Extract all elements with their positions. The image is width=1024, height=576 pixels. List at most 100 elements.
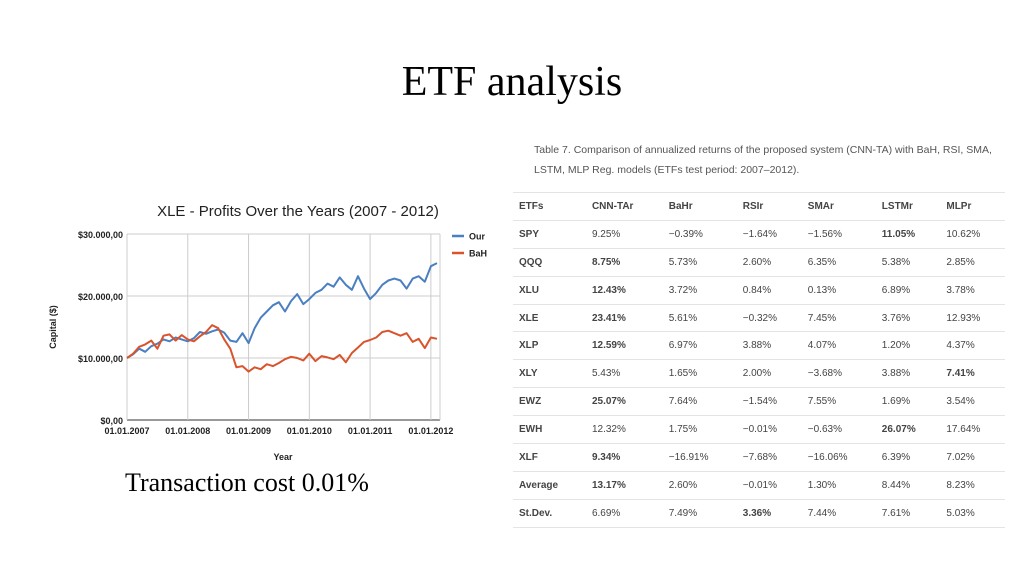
etf-name-cell: XLE xyxy=(513,304,586,333)
return-cell: 17.64% xyxy=(940,415,1005,445)
x-tick-label: 01.01.2008 xyxy=(165,426,210,436)
column-header: CNN-TAr xyxy=(585,192,663,221)
return-cell: 3.88% xyxy=(736,331,802,361)
return-cell: 25.07% xyxy=(585,387,663,417)
y-tick-label: $30.000,00 xyxy=(78,230,123,240)
return-cell: 7.64% xyxy=(662,387,737,417)
series-line-our xyxy=(126,262,438,359)
table-row: EWH 12.32% 1.75% −0.01% −0.63% 26.07% 17.64% xyxy=(513,415,1005,445)
x-tick-label: 01.01.2010 xyxy=(287,426,332,436)
y-axis-label: Capital ($) xyxy=(48,305,58,349)
return-cell: 10.62% xyxy=(940,220,1005,249)
return-cell: 12.32% xyxy=(585,415,663,445)
return-cell: 3.72% xyxy=(662,276,737,305)
etf-name-cell: QQQ xyxy=(513,248,586,277)
chart-svg: XLE - Profits Over the Years (2007 - 201… xyxy=(48,203,487,462)
table-row: XLU 12.43% 3.72% 0.84% 0.13% 6.89% 3.78% xyxy=(513,276,1005,305)
table-row: XLY 5.43% 1.65% 2.00% −3.68% 3.88% 7.41% xyxy=(513,359,1005,389)
x-tick-label: 01.01.2012 xyxy=(408,426,453,436)
etf-name-cell: St.Dev. xyxy=(513,499,586,528)
return-cell: 7.55% xyxy=(801,387,876,417)
return-cell: 9.25% xyxy=(585,220,663,249)
table-row: XLP 12.59% 6.97% 3.88% 4.07% 1.20% 4.37% xyxy=(513,331,1005,361)
return-cell: 2.60% xyxy=(662,471,737,500)
return-cell: −1.64% xyxy=(736,220,802,249)
table-row: EWZ 25.07% 7.64% −1.54% 7.55% 1.69% 3.54% xyxy=(513,387,1005,417)
table-row: Average 13.17% 2.60% −0.01% 1.30% 8.44% 8.23% xyxy=(513,471,1005,500)
series-line-bah xyxy=(126,324,438,373)
return-cell: −16.06% xyxy=(801,443,876,472)
column-header: LSTMr xyxy=(875,192,941,221)
return-cell: 5.38% xyxy=(875,248,941,277)
etf-name-cell: XLU xyxy=(513,276,586,305)
return-cell: 7.02% xyxy=(940,443,1005,472)
return-cell: 13.17% xyxy=(585,471,663,500)
y-tick-label: $0,00 xyxy=(100,416,123,426)
column-header: ETFs xyxy=(513,192,586,221)
return-cell: 3.76% xyxy=(875,304,941,333)
return-cell: −0.01% xyxy=(736,471,802,500)
y-tick-label: $20.000,00 xyxy=(78,292,123,302)
return-cell: 6.39% xyxy=(875,443,941,472)
return-cell: 8.75% xyxy=(585,248,663,277)
column-header: BaHr xyxy=(662,192,737,221)
legend-label: BaH xyxy=(469,249,487,259)
return-cell: 0.84% xyxy=(736,276,802,305)
etf-name-cell: XLP xyxy=(513,331,586,361)
return-cell: 5.43% xyxy=(585,359,663,389)
return-cell: 5.73% xyxy=(662,248,737,277)
return-cell: 11.05% xyxy=(875,220,941,249)
table-row: SPY 9.25% −0.39% −1.64% −1.56% 11.05% 10.62% xyxy=(513,220,1005,249)
table-body: SPY 9.25% −0.39% −1.64% −1.56% 11.05% 10.62% QQ… xyxy=(513,220,1005,528)
return-cell: −0.01% xyxy=(736,415,802,445)
return-cell: 7.41% xyxy=(940,359,1005,389)
return-cell: 8.44% xyxy=(875,471,941,500)
return-cell: 6.35% xyxy=(801,248,876,277)
table-row: XLE 23.41% 5.61% −0.32% 7.45% 3.76% 12.93% xyxy=(513,304,1005,333)
return-cell: 3.88% xyxy=(875,359,941,389)
table-caption: Table 7. Comparison of annualized return… xyxy=(534,144,992,176)
return-cell: 6.89% xyxy=(875,276,941,305)
return-cell: 4.07% xyxy=(801,331,876,361)
etf-name-cell: EWZ xyxy=(513,387,586,417)
table-row: XLF 9.34% −16.91% −7.68% −16.06% 6.39% 7.02% xyxy=(513,443,1005,472)
return-cell: 5.03% xyxy=(940,499,1005,528)
return-cell: −0.32% xyxy=(736,304,802,333)
return-cell: 8.23% xyxy=(940,471,1005,500)
transaction-cost-caption: Transaction cost 0.01% xyxy=(125,468,369,497)
etf-name-cell: SPY xyxy=(513,220,586,249)
return-cell: 6.69% xyxy=(585,499,663,528)
table-header-row: ETFs CNN-TAr BaHr RSIr SMAr LSTMr MLPr xyxy=(513,192,1005,221)
return-cell: 3.54% xyxy=(940,387,1005,417)
column-header: MLPr xyxy=(940,192,1005,221)
return-cell: 2.60% xyxy=(736,248,802,277)
return-cell: −7.68% xyxy=(736,443,802,472)
x-tick-label: 01.01.2007 xyxy=(104,426,149,436)
return-cell: 3.36% xyxy=(736,499,802,528)
x-tick-label: 01.01.2011 xyxy=(348,426,393,436)
return-cell: −16.91% xyxy=(662,443,737,472)
return-cell: 23.41% xyxy=(585,304,663,333)
table-row: St.Dev. 6.69% 7.49% 3.36% 7.44% 7.61% 5.03% xyxy=(513,499,1005,528)
etf-name-cell: XLY xyxy=(513,359,586,389)
table-row: QQQ 8.75% 5.73% 2.60% 6.35% 5.38% 2.85% xyxy=(513,248,1005,277)
return-cell: 1.30% xyxy=(801,471,876,500)
return-cell: 12.59% xyxy=(585,331,663,361)
return-cell: 1.20% xyxy=(875,331,941,361)
return-cell: −0.39% xyxy=(662,220,737,249)
return-cell: 6.97% xyxy=(662,331,737,361)
return-cell: 12.43% xyxy=(585,276,663,305)
return-cell: 3.78% xyxy=(940,276,1005,305)
return-cell: 0.13% xyxy=(801,276,876,305)
return-cell: −0.63% xyxy=(801,415,876,445)
etf-name-cell: XLF xyxy=(513,443,586,472)
return-cell: 1.65% xyxy=(662,359,737,389)
return-cell: 12.93% xyxy=(940,304,1005,333)
return-cell: 2.85% xyxy=(940,248,1005,277)
column-header: SMAr xyxy=(801,192,876,221)
xle-profits-chart: XLE - Profits Over the Years (2007 - 201… xyxy=(40,190,500,475)
y-tick-label: $10.000,00 xyxy=(78,354,123,364)
column-header: RSIr xyxy=(736,192,802,221)
return-cell: 2.00% xyxy=(736,359,802,389)
etf-returns-table: ETFs CNN-TAr BaHr RSIr SMAr LSTMr MLPr SPY 9.25… xyxy=(513,192,1005,528)
